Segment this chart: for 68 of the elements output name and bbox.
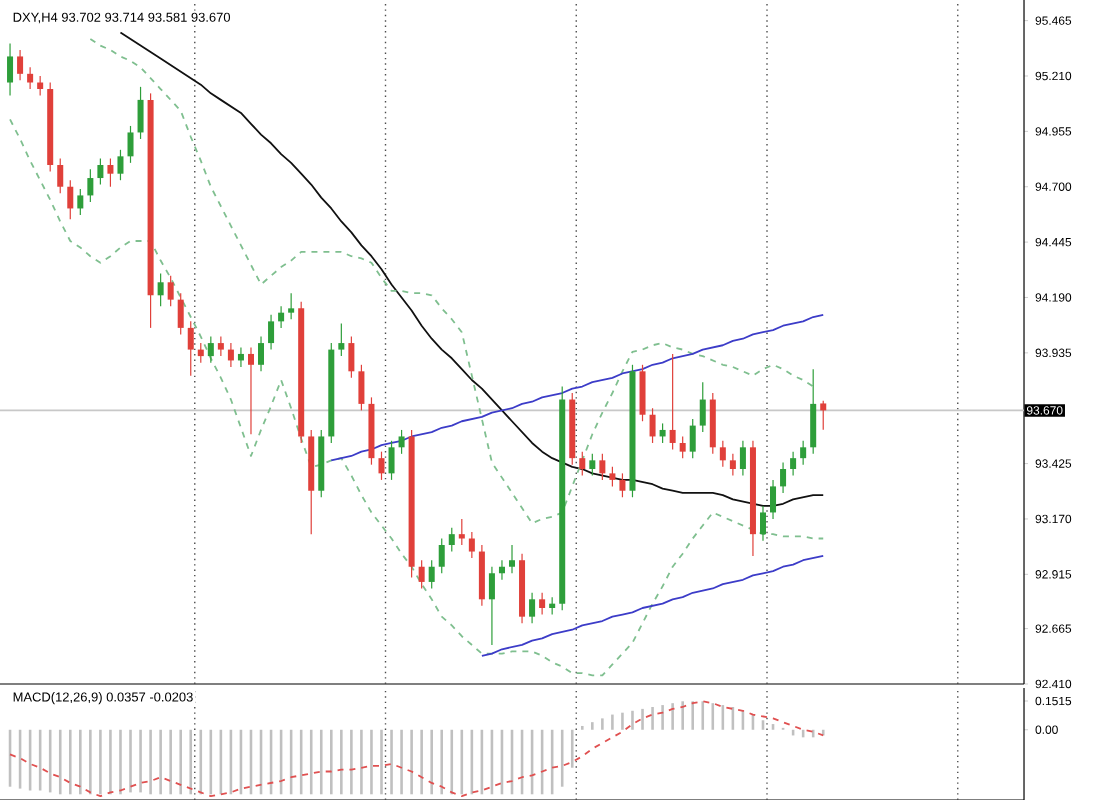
candlestick [107, 157, 114, 188]
candlestick [137, 86, 144, 140]
candlestick [97, 157, 104, 186]
candlestick [709, 392, 716, 455]
candlestick [187, 320, 194, 377]
candlestick [478, 544, 485, 607]
candlestick [217, 335, 224, 357]
candlestick [207, 335, 214, 364]
candlestick [378, 451, 385, 481]
candlestick [338, 322, 345, 357]
candlestick [589, 453, 596, 477]
candlestick [418, 559, 425, 590]
candlestick [237, 346, 244, 368]
candlestick [780, 461, 787, 494]
candlestick [800, 440, 807, 466]
candlestick [197, 342, 204, 364]
candlestick [820, 400, 827, 431]
candlestick [227, 342, 234, 368]
candlestick [348, 335, 355, 379]
candlestick [157, 272, 164, 307]
candlestick [619, 472, 626, 498]
candlestick [358, 364, 365, 411]
candlestick [37, 75, 44, 97]
candlestick [498, 559, 505, 581]
candlestick [729, 453, 736, 477]
candlestick [278, 305, 285, 329]
candlestick [438, 537, 445, 574]
candlestick [679, 435, 686, 459]
candlestick [428, 559, 435, 590]
candlestick [7, 42, 14, 97]
candlestick [288, 292, 295, 320]
candlestick [398, 429, 405, 455]
candlestick [127, 125, 134, 164]
candlestick [699, 381, 706, 433]
candlestick [810, 368, 817, 455]
candlestick [659, 422, 666, 444]
candlestick [639, 364, 646, 422]
candlestick [268, 314, 275, 351]
candlestick [508, 544, 516, 574]
candlestick [448, 527, 455, 553]
candlestick [57, 157, 64, 194]
candlestick [17, 49, 24, 81]
candlestick [529, 592, 536, 624]
candlestick [488, 566, 495, 646]
candlestick [117, 149, 124, 181]
candlestick [77, 188, 84, 216]
candlestick [468, 531, 475, 559]
candlestick [599, 453, 606, 481]
candlestick [669, 353, 676, 451]
candlestick [739, 440, 746, 477]
candlestick [609, 466, 616, 487]
candlestick [579, 451, 586, 477]
candlestick [67, 179, 74, 220]
candlestick [759, 505, 766, 542]
candlestick [87, 168, 94, 203]
candlestick [649, 407, 656, 444]
candlestick [539, 592, 546, 616]
candlestick [458, 518, 465, 546]
candlestick [770, 479, 777, 520]
candlestick [689, 418, 696, 459]
candlestick [177, 292, 184, 335]
candlestick [258, 335, 265, 372]
candlestick [719, 440, 726, 468]
candlestick [388, 440, 395, 481]
candlestick [247, 346, 254, 435]
candlestick [790, 451, 797, 477]
candlestick [27, 66, 34, 90]
candlestick [167, 275, 174, 307]
